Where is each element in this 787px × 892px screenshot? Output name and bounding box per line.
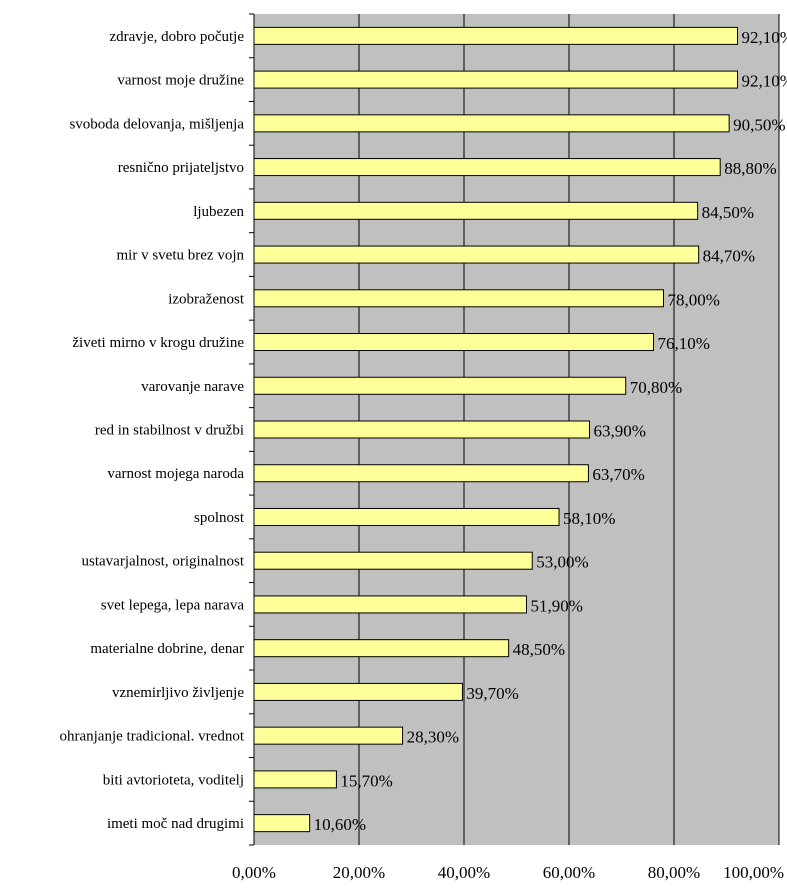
category-label: varovanje narave bbox=[141, 379, 244, 395]
bar[interactable] bbox=[253, 376, 627, 395]
data-label: 90,50% bbox=[733, 115, 785, 134]
data-label: 92,10% bbox=[742, 28, 787, 47]
data-label: 10,60% bbox=[314, 815, 366, 834]
category-label: resnično prijateljstvo bbox=[118, 160, 244, 176]
data-label: 28,30% bbox=[407, 728, 459, 747]
x-tick-label: 20,00% bbox=[333, 863, 385, 882]
category-label: zdravje, dobro počutje bbox=[109, 29, 244, 45]
data-label: 63,90% bbox=[593, 422, 645, 441]
bar[interactable] bbox=[253, 814, 311, 833]
data-label: 84,70% bbox=[703, 247, 755, 266]
category-label: ustavarjalnost, originalnost bbox=[82, 554, 245, 570]
data-label: 63,70% bbox=[592, 465, 644, 484]
bar[interactable] bbox=[253, 158, 721, 177]
bar[interactable] bbox=[253, 770, 337, 789]
bar[interactable] bbox=[253, 507, 560, 526]
data-label: 48,50% bbox=[513, 640, 565, 659]
category-label: mir v svetu brez vojn bbox=[117, 248, 245, 264]
bar[interactable] bbox=[253, 245, 700, 264]
bar[interactable] bbox=[253, 726, 404, 745]
bar[interactable] bbox=[253, 639, 510, 658]
x-tick-label: 0,00% bbox=[232, 863, 276, 882]
data-label: 39,70% bbox=[466, 684, 518, 703]
category-label: živeti mirno v krogu družine bbox=[72, 335, 244, 351]
data-label: 84,50% bbox=[702, 203, 754, 222]
data-label: 15,70% bbox=[340, 771, 392, 790]
category-label: svet lepega, lepa narava bbox=[101, 597, 245, 613]
category-label: svoboda delovanja, mišljenja bbox=[69, 116, 244, 132]
x-tick-label: 40,00% bbox=[438, 863, 490, 882]
category-label: red in stabilnost v družbi bbox=[95, 423, 244, 439]
bar[interactable] bbox=[253, 420, 590, 439]
data-label: 92,10% bbox=[742, 72, 787, 91]
bar[interactable] bbox=[253, 289, 664, 308]
data-label: 88,80% bbox=[724, 159, 776, 178]
x-tick-label: 80,00% bbox=[648, 863, 700, 882]
data-label: 58,10% bbox=[563, 509, 615, 528]
bar[interactable] bbox=[253, 70, 739, 89]
category-label: biti avtorioteta, voditelj bbox=[103, 772, 244, 788]
bar[interactable] bbox=[253, 551, 533, 570]
data-label: 53,00% bbox=[536, 553, 588, 572]
category-label: ohranjanje tradicional. vrednot bbox=[59, 729, 244, 745]
category-label: vznemirljivo življenje bbox=[112, 685, 244, 701]
bar[interactable] bbox=[253, 201, 699, 220]
bar[interactable] bbox=[253, 682, 463, 701]
data-label: 76,10% bbox=[658, 334, 710, 353]
x-tick-label: 100,00% bbox=[723, 863, 784, 882]
category-label: varnost moje družine bbox=[117, 73, 244, 89]
bar[interactable] bbox=[253, 26, 739, 45]
data-label: 70,80% bbox=[630, 378, 682, 397]
data-label: 78,00% bbox=[668, 290, 720, 309]
bar[interactable] bbox=[253, 333, 655, 352]
data-label: 51,90% bbox=[530, 596, 582, 615]
bar[interactable] bbox=[253, 464, 589, 483]
bar[interactable] bbox=[253, 595, 527, 614]
bar[interactable] bbox=[253, 114, 730, 133]
category-label: ljubezen bbox=[193, 204, 244, 220]
category-label: spolnost bbox=[194, 510, 245, 526]
category-label: imeti moč nad drugimi bbox=[107, 816, 244, 832]
category-label: materialne dobrine, denar bbox=[90, 641, 244, 657]
category-label: varnost mojega naroda bbox=[107, 466, 244, 482]
category-label: izobraženost bbox=[168, 291, 245, 307]
x-tick-label: 60,00% bbox=[543, 863, 595, 882]
